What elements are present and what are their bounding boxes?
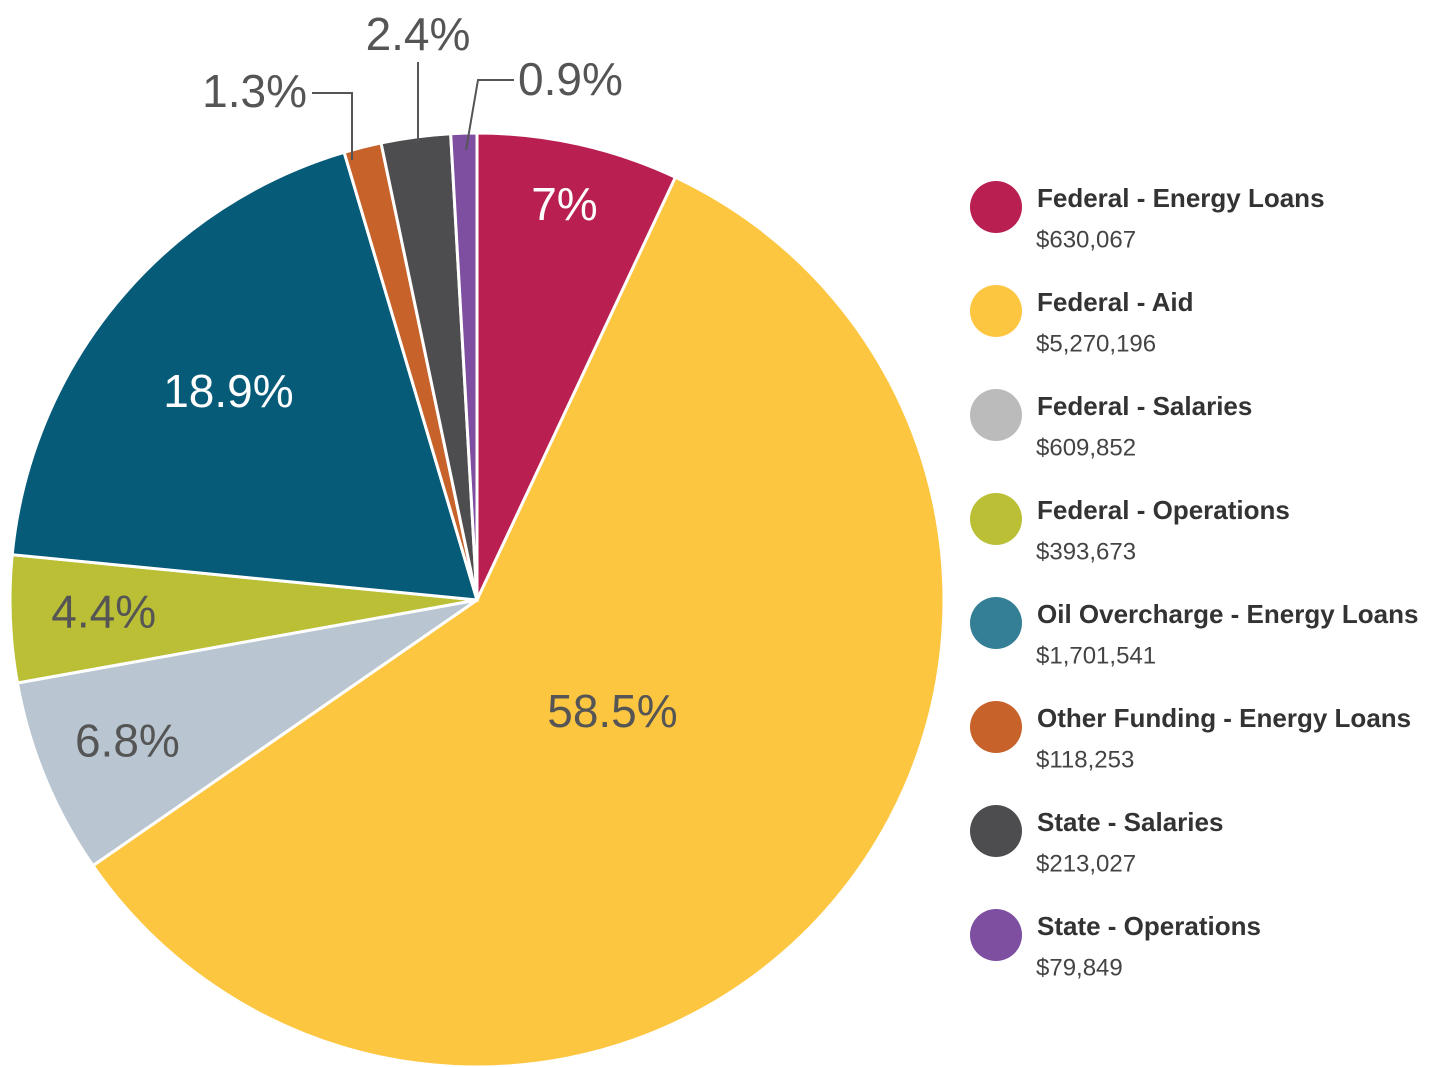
leader-line [312, 92, 353, 160]
legend-swatch [970, 701, 1022, 753]
legend-amount: $393,673 [1036, 538, 1136, 565]
legend-swatch [970, 597, 1022, 649]
legend-label: Oil Overcharge - Energy Loans [1037, 599, 1418, 629]
slice-label: 2.4% [366, 8, 471, 60]
slice-label: 7% [531, 178, 597, 230]
slice-label: 6.8% [75, 715, 180, 767]
legend-label: State - Operations [1037, 911, 1261, 941]
legend-swatch [970, 909, 1022, 961]
slice-label: 4.4% [51, 585, 156, 637]
legend-swatch [970, 181, 1022, 233]
pie-slice [475, 131, 678, 601]
legend-amount: $630,067 [1036, 226, 1136, 253]
slice-label: 58.5% [547, 685, 677, 737]
legend-label: Federal - Salaries [1037, 391, 1252, 421]
slice-label: 1.3% [202, 65, 307, 117]
pie-slice [449, 131, 479, 601]
slice-label: 0.9% [518, 53, 623, 105]
legend-swatch [970, 493, 1022, 545]
legend-label: State - Salaries [1037, 807, 1223, 837]
legend-amount: $213,027 [1036, 850, 1136, 877]
legend-amount: $609,852 [1036, 434, 1136, 461]
legend-swatch [970, 389, 1022, 441]
legend-swatch [970, 805, 1022, 857]
legend-label: Federal - Aid [1037, 287, 1194, 317]
leader-line [465, 79, 514, 151]
slice-label: 18.9% [163, 365, 293, 417]
pie-slice [90, 175, 946, 1067]
legend-amount: $118,253 [1036, 746, 1134, 773]
pie-slice [10, 150, 480, 602]
legend-label: Federal - Energy Loans [1037, 183, 1325, 213]
legend-amount: $79,849 [1036, 954, 1123, 981]
legend-label: Federal - Operations [1037, 495, 1290, 525]
legend-amount: $5,270,196 [1036, 330, 1156, 357]
pie-slice [15, 598, 478, 868]
legend-amount: $1,701,541 [1036, 642, 1156, 669]
legend-label: Other Funding - Energy Loans [1037, 703, 1411, 733]
legend-swatch [970, 285, 1022, 337]
